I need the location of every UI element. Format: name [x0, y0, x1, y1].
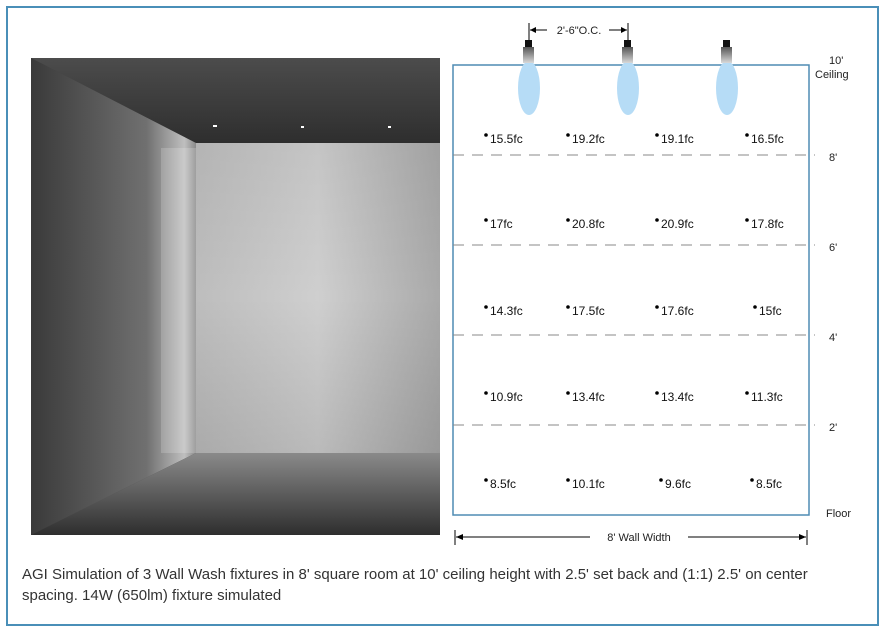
room-rendering: [31, 58, 440, 535]
ceiling-height-label: 10': [829, 55, 843, 67]
reading-value: 10.9fc: [490, 390, 523, 404]
wall-outline: [452, 64, 810, 516]
reading-value: 20.9fc: [661, 217, 694, 231]
beam-pattern: [518, 61, 540, 115]
reading-value: 19.2fc: [572, 132, 605, 146]
height-marker: 2': [829, 422, 837, 434]
illuminance-diagram: 2'-6"O.C. 10' Ceiling 8' 6' 4' 2' Floor …: [452, 23, 851, 545]
reading-row: 15.5fc 19.2fc 19.1fc 16.5fc: [484, 132, 784, 146]
figure-caption: AGI Simulation of 3 Wall Wash fixtures i…: [22, 566, 808, 604]
fixture-icon: [523, 40, 534, 63]
reading-value: 16.5fc: [751, 132, 784, 146]
reading-row: 17fc 20.8fc 20.9fc 17.8fc: [484, 217, 784, 231]
reading-value: 13.4fc: [661, 390, 694, 404]
reading-value: 15.5fc: [490, 132, 523, 146]
floor-label: Floor: [826, 508, 851, 520]
reading-value: 11.3fc: [751, 390, 783, 404]
reading-row: 10.9fc 13.4fc 13.4fc 11.3fc: [484, 390, 783, 404]
reading-value: 15fc: [759, 304, 782, 318]
reading-value: 14.3fc: [490, 304, 523, 318]
fixture-icon: [622, 40, 633, 63]
reading-value: 8.5fc: [490, 477, 516, 491]
reading-value: 9.6fc: [665, 477, 691, 491]
reading-row: 8.5fc 10.1fc 9.6fc 8.5fc: [484, 477, 782, 491]
spacing-label: 2'-6"O.C.: [557, 25, 602, 37]
width-label: 8' Wall Width: [607, 532, 670, 544]
reading-value: 17fc: [490, 217, 513, 231]
reading-row: 14.3fc 17.5fc 17.6fc 15fc: [484, 304, 782, 318]
reading-value: 8.5fc: [756, 477, 782, 491]
beam-pattern: [716, 61, 738, 115]
height-marker: 6': [829, 242, 837, 254]
height-marker: 8': [829, 152, 837, 164]
reading-value: 17.5fc: [572, 304, 605, 318]
reading-value: 20.8fc: [572, 217, 605, 231]
reading-value: 10.1fc: [572, 477, 605, 491]
reading-value: 17.8fc: [751, 217, 784, 231]
reading-value: 17.6fc: [661, 304, 694, 318]
reading-value: 19.1fc: [661, 132, 694, 146]
reading-value: 13.4fc: [572, 390, 605, 404]
spacing-dimension: 2'-6"O.C.: [528, 23, 629, 40]
height-gridlines: [453, 154, 815, 426]
width-dimension: 8' Wall Width: [454, 530, 808, 545]
height-marker: 4': [829, 332, 837, 344]
fixture-icon: [721, 40, 732, 63]
beam-pattern: [617, 61, 639, 115]
ceiling-label: Ceiling: [815, 69, 849, 81]
